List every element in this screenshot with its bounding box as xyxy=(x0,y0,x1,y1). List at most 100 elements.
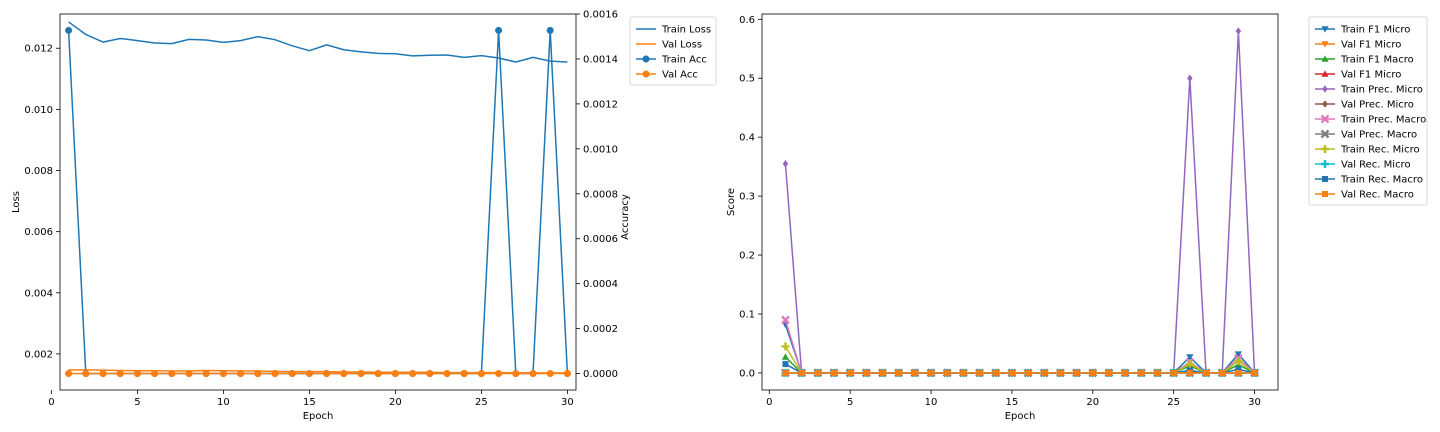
legend-entry: Val Prec. Macro xyxy=(1315,130,1417,141)
legend-entry: Val F1 Micro xyxy=(1315,70,1401,81)
x-tick-label: 20 xyxy=(1086,397,1099,408)
legend-entry: Val Loss xyxy=(636,40,702,51)
legend-marker xyxy=(1321,70,1329,77)
data-point xyxy=(1057,369,1064,376)
data-point xyxy=(814,369,821,376)
legend-marker xyxy=(1321,26,1329,33)
legend-marker xyxy=(1321,145,1329,153)
data-point xyxy=(495,370,503,378)
series-val-rec-macro xyxy=(782,369,1258,376)
legend-marker xyxy=(1322,191,1328,197)
x-tick-label: 0 xyxy=(48,397,54,408)
x-tick-label: 20 xyxy=(389,397,402,408)
data-point xyxy=(185,370,193,378)
series-val-loss xyxy=(68,369,568,374)
data-point xyxy=(546,370,554,378)
x-tick-label: 25 xyxy=(1167,397,1180,408)
y-tick-label: 0.010 xyxy=(24,105,53,116)
data-point xyxy=(323,370,331,378)
data-point xyxy=(409,370,417,378)
series-line xyxy=(784,356,1255,374)
x-tick-label: 30 xyxy=(561,397,574,408)
y-right-tick-label: 0.0006 xyxy=(583,234,618,245)
data-point xyxy=(133,370,141,378)
data-point xyxy=(1122,369,1129,376)
x-tick-label: 5 xyxy=(134,397,140,408)
data-point xyxy=(782,369,789,376)
data-point xyxy=(374,370,382,378)
legend-label: Train Prec. Micro xyxy=(1340,85,1423,96)
data-point xyxy=(391,370,399,378)
x-tick-label: 10 xyxy=(217,397,230,408)
data-point xyxy=(992,369,999,376)
data-point xyxy=(1186,354,1194,361)
legend-label: Val F1 Micro xyxy=(1341,70,1401,81)
data-point xyxy=(863,369,870,376)
data-point xyxy=(847,369,854,376)
y-right-tick-label: 0.0000 xyxy=(583,369,618,380)
data-point xyxy=(219,370,227,378)
data-point xyxy=(82,370,90,378)
legend-entry: Train Prec. Micro xyxy=(1315,85,1423,96)
x-tick-label: 30 xyxy=(1248,397,1261,408)
series-line xyxy=(68,21,568,63)
legend-entry: Train Rec. Macro xyxy=(1315,175,1423,186)
legend-label: Val Loss xyxy=(662,40,702,51)
legend-marker xyxy=(642,55,650,63)
data-point xyxy=(1235,369,1242,376)
data-point xyxy=(254,370,262,378)
x-axis-label: Epoch xyxy=(303,411,334,422)
data-point xyxy=(1203,369,1210,376)
y-right-tick-label: 0.0008 xyxy=(583,189,618,200)
series-line xyxy=(67,29,569,375)
y-right-tick-label: 0.0010 xyxy=(583,144,618,155)
series-train-prec-micro xyxy=(782,27,1258,377)
y-right-tick-label: 0.0004 xyxy=(583,279,618,290)
y-tick-label: 0.2 xyxy=(739,251,755,262)
data-point xyxy=(798,369,805,376)
legend-entry: Train Acc xyxy=(636,55,707,66)
y-tick-label: 0.002 xyxy=(24,349,53,360)
y-tick-label: 0.3 xyxy=(739,192,755,203)
y-right-tick-label: 0.0014 xyxy=(583,54,618,65)
data-point xyxy=(944,369,951,376)
data-point xyxy=(202,370,210,378)
series-line xyxy=(784,319,1256,374)
legend-label: Train Rec. Macro xyxy=(1340,175,1423,186)
data-point xyxy=(288,370,296,378)
data-point xyxy=(960,369,967,376)
series-train-acc xyxy=(65,26,571,378)
data-point xyxy=(477,370,485,378)
data-point xyxy=(563,370,571,378)
y-right-axis-label: Accuracy xyxy=(620,194,631,240)
data-point xyxy=(1008,369,1015,376)
data-point xyxy=(1234,351,1242,358)
legend-entry: Val Prec. Micro xyxy=(1315,100,1414,111)
data-point xyxy=(782,159,789,168)
series-line xyxy=(68,369,568,374)
series-train-loss xyxy=(68,21,568,63)
data-point xyxy=(305,370,313,378)
data-point xyxy=(1073,369,1080,376)
data-point xyxy=(443,370,451,378)
legend-marker xyxy=(1320,114,1330,124)
chart-loss-accuracy: 0 5 10 15 20 25 30 0.002 0.004 0.006 0.008 0.010 0.0… xyxy=(11,10,717,422)
x-tick-label: 25 xyxy=(475,397,488,408)
data-point xyxy=(1089,369,1096,376)
data-point xyxy=(830,369,837,376)
legend-marker xyxy=(1321,41,1329,48)
y-axis-label: Score xyxy=(726,188,737,216)
data-point xyxy=(976,369,983,376)
data-point xyxy=(357,370,365,378)
legend-label: Val F1 Micro xyxy=(1341,40,1401,51)
x-tick-label: 10 xyxy=(925,397,938,408)
data-point xyxy=(237,370,245,378)
data-point xyxy=(512,370,520,378)
data-point xyxy=(781,353,790,360)
legend-marker xyxy=(1322,176,1328,182)
y-tick-label: 0.012 xyxy=(24,44,53,55)
legend-label: Train F1 Micro xyxy=(1340,25,1410,36)
x-tick-label: 0 xyxy=(766,397,772,408)
plot-frame xyxy=(59,13,577,391)
